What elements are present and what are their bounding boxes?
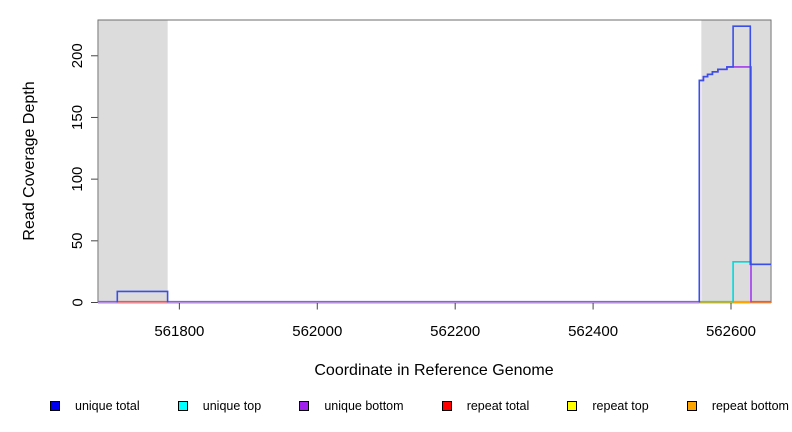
x-tick-label: 562200 [430, 323, 480, 340]
legend-label-repeat-top: repeat top [592, 399, 649, 413]
legend: unique total unique top unique bottom repea… [50, 397, 789, 415]
y-tick-label: 100 [69, 167, 86, 192]
y-tick-label: 0 [69, 298, 86, 306]
x-axis-title: Coordinate in Reference Genome [314, 362, 554, 379]
series-unique-total [116, 290, 169, 303]
y-tick-label: 150 [69, 105, 86, 130]
legend-label-repeat-bottom: repeat bottom [711, 399, 789, 413]
shaded-repeat-region [701, 20, 771, 303]
legend-swatch-repeat-total [441, 401, 452, 411]
shaded-repeat-region [98, 20, 168, 303]
legend-swatch-unique-top [177, 401, 188, 411]
legend-label-repeat-total: repeat total [466, 399, 530, 413]
x-tick-label: 561800 [154, 323, 204, 340]
legend-swatch-repeat-bottom [686, 401, 697, 411]
y-tick-label: 50 [69, 232, 86, 249]
plot-border [97, 19, 772, 303]
legend-item-repeat-bottom: repeat bottom [686, 399, 789, 413]
legend-label-unique-bottom: unique bottom [324, 399, 404, 413]
legend-item-unique-bottom: unique bottom [299, 399, 404, 413]
legend-label-unique-top: unique top [202, 399, 262, 413]
legend-item-repeat-top: repeat top [567, 399, 649, 413]
x-tick-label: 562400 [568, 323, 618, 340]
y-tick-label: 200 [69, 43, 86, 68]
y-axis-title: Read Coverage Depth [21, 81, 38, 241]
legend-swatch-unique-bottom [299, 401, 310, 411]
legend-item-unique-top: unique top [177, 399, 262, 413]
legend-item-repeat-total: repeat total [441, 399, 530, 413]
legend-swatch-repeat-top [567, 401, 578, 411]
x-tick-label: 562600 [706, 323, 756, 340]
legend-label-unique-total: unique total [75, 399, 140, 413]
legend-item-unique-total: unique total [50, 399, 140, 413]
x-tick-label: 562000 [292, 323, 342, 340]
legend-swatch-unique-total [50, 401, 60, 411]
series-unique-total [698, 25, 771, 303]
